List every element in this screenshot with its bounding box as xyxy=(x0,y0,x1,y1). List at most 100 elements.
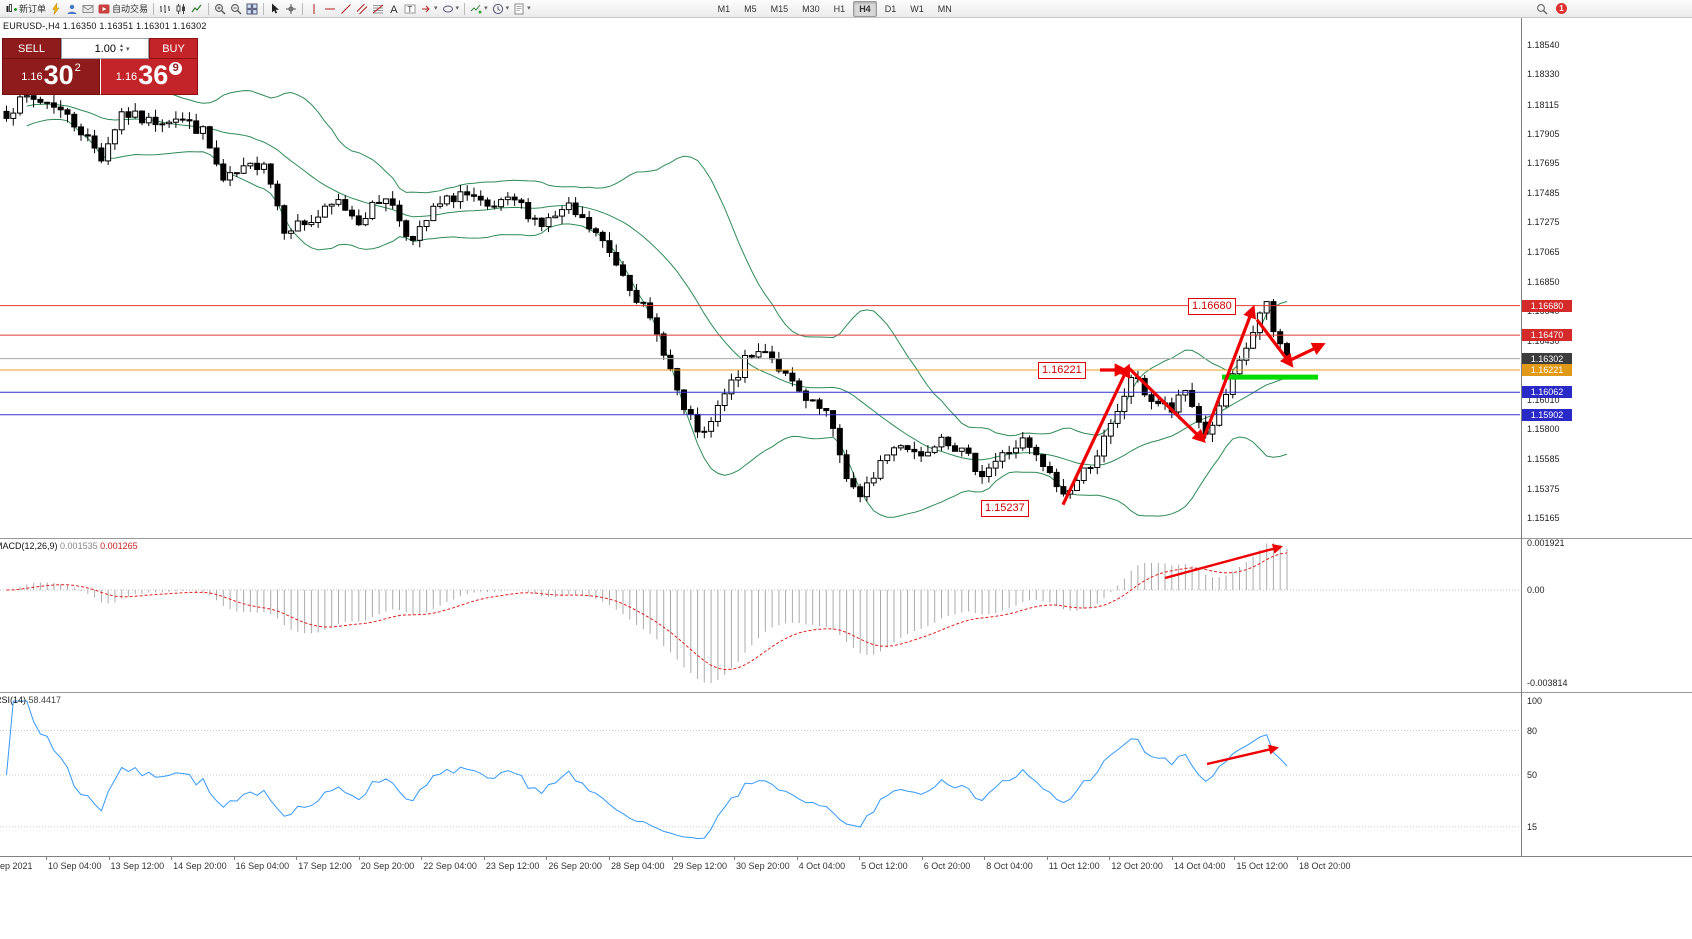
time-axis-tick xyxy=(671,857,673,860)
mailbox-button[interactable] xyxy=(80,1,96,16)
volume-spinner[interactable]: ▴ ▾ xyxy=(120,42,124,54)
rsi-scale-label: 80 xyxy=(1527,725,1538,736)
time-axis-tick xyxy=(46,857,47,860)
toolbar-separator xyxy=(153,2,155,15)
vertical-line-tool-button[interactable] xyxy=(306,1,322,16)
macd-scale-label: 0.00 xyxy=(1527,585,1545,595)
time-axis-label: 18 Oct 20:00 xyxy=(1299,861,1351,871)
chevron-down-icon: ▾ xyxy=(434,4,438,12)
zoom-out-button[interactable] xyxy=(228,1,244,16)
templates-button[interactable]: ▾ xyxy=(511,1,533,16)
time-axis-tick xyxy=(1234,857,1236,860)
line-chart-button[interactable] xyxy=(189,1,205,16)
candlestick-chart-button[interactable] xyxy=(173,1,189,16)
volume-dropdown-icon[interactable]: ▾ xyxy=(126,45,130,53)
sell-button[interactable]: SELL xyxy=(2,38,61,59)
price-scale-label: 1.15375 xyxy=(1527,483,1560,494)
price-scale[interactable]: 1.18540 1.18330 1.18115 1.17905 1.17695 1.174… xyxy=(1522,17,1692,858)
indicators-icon xyxy=(470,4,482,13)
fibonacci-tool-button[interactable] xyxy=(370,1,386,16)
trend-arrow[interactable] xyxy=(1061,363,1131,506)
timeframe-button-m5[interactable]: M5 xyxy=(744,3,757,14)
trend-arrow[interactable] xyxy=(1126,366,1206,444)
trendline-icon xyxy=(341,3,351,14)
chevron-down-icon: ▾ xyxy=(484,4,488,12)
volume-input[interactable] xyxy=(64,41,118,56)
price-scale-label: 1.17275 xyxy=(1527,217,1560,228)
time-axis[interactable]: ep 2021 10 Sep 04:00 13 Sep 12:00 14 Sep 20… xyxy=(0,857,1692,877)
time-axis-label: 14 Sep 20:00 xyxy=(173,861,227,871)
new-order-button[interactable]: 新订单 xyxy=(3,1,48,16)
text-tool-button[interactable]: A xyxy=(386,1,402,16)
zoom-in-button[interactable] xyxy=(212,1,228,16)
price-tag[interactable]: 1.15902 xyxy=(1522,408,1572,421)
price-tag[interactable]: 1.16470 xyxy=(1522,329,1572,342)
timeframe-button-h1[interactable]: H1 xyxy=(833,3,846,14)
macd-indicator-label: MACD(12,26,9) 0.001535 0.001265 xyxy=(0,541,138,551)
profile-button[interactable] xyxy=(64,1,80,16)
search-button[interactable] xyxy=(1534,1,1550,16)
time-axis-label: 10 Sep 04:00 xyxy=(48,861,102,871)
trend-arrow[interactable] xyxy=(1201,304,1256,441)
rsi-trend-arrow[interactable] xyxy=(1206,744,1279,766)
time-axis-label: 12 Oct 20:00 xyxy=(1111,861,1163,871)
macd-trend-arrow[interactable] xyxy=(1164,543,1283,580)
quick-trade-button[interactable] xyxy=(48,1,64,16)
channel-tool-button[interactable] xyxy=(354,1,370,16)
timeframe-button-m1[interactable]: M1 xyxy=(717,3,731,14)
indicators-button[interactable]: ▾ xyxy=(468,1,490,16)
price-tag[interactable]: 1.16302 xyxy=(1522,352,1572,365)
buy-price-display[interactable]: 1.16 36 9 xyxy=(100,59,198,95)
tile-windows-icon xyxy=(246,3,258,14)
time-axis-label: 8 Oct 04:00 xyxy=(986,861,1033,871)
price-scale-label: 1.16850 xyxy=(1527,276,1560,287)
time-axis-tick xyxy=(483,857,485,860)
toolbar-right-group: 1 xyxy=(1534,1,1567,16)
time-axis-tick xyxy=(984,857,986,860)
arrows-tool-button[interactable]: ▾ xyxy=(418,1,440,16)
shapes-tool-button[interactable]: ▾ xyxy=(440,1,462,16)
rsi-scale-label: 100 xyxy=(1527,696,1543,706)
price-tag[interactable]: 1.16221 xyxy=(1522,364,1572,376)
timeframe-button-m15[interactable]: M15 xyxy=(770,3,789,14)
sell-price-prefix: 1.16 xyxy=(21,71,43,83)
macd-main-value: 0.001535 xyxy=(60,541,98,551)
macd-scale-label: 0.001921 xyxy=(1527,538,1565,548)
timeframe-button-d1[interactable]: D1 xyxy=(884,3,897,14)
tile-windows-button[interactable] xyxy=(244,1,260,16)
label-icon: T xyxy=(404,4,416,14)
label-tool-button[interactable]: T xyxy=(402,1,418,16)
time-axis-label: ep 2021 xyxy=(0,861,33,871)
autotrading-button[interactable]: 自动交易 xyxy=(96,1,150,16)
timeframe-button-h4[interactable]: H4 xyxy=(853,0,877,17)
time-axis-label: 4 Oct 04:00 xyxy=(798,861,846,871)
bollinger-upper-band xyxy=(26,79,1288,437)
price-tag[interactable]: 1.16062 xyxy=(1522,386,1572,399)
cursor-icon xyxy=(272,3,280,13)
timeframe-button-w1[interactable]: W1 xyxy=(910,3,924,14)
autotrading-label: 自动交易 xyxy=(112,4,149,14)
bar-chart-button[interactable] xyxy=(157,1,173,16)
price-annotation[interactable]: 1.16221 xyxy=(1038,362,1086,379)
price-annotation[interactable]: 1.16680 xyxy=(1188,297,1236,315)
buy-price-big-digits: 36 xyxy=(138,60,169,90)
notification-badge[interactable]: 1 xyxy=(1556,3,1567,14)
horizontal-line-icon xyxy=(325,8,336,9)
trend-arrow[interactable] xyxy=(1286,342,1326,364)
toolbar-separator xyxy=(302,2,304,15)
price-tag[interactable]: 1.16680 xyxy=(1522,299,1572,312)
periods-button[interactable]: ▾ xyxy=(490,1,512,16)
horizontal-line-tool-button[interactable] xyxy=(322,1,338,16)
sell-price-display[interactable]: 1.16 30 2 xyxy=(2,59,100,95)
timeframe-button-mn[interactable]: MN xyxy=(937,3,952,14)
buy-button[interactable]: BUY xyxy=(149,38,198,59)
timeframe-button-m30[interactable]: M30 xyxy=(802,3,820,14)
cursor-tool-button[interactable] xyxy=(267,1,283,16)
trendline-tool-button[interactable] xyxy=(338,1,354,16)
price-annotation[interactable]: 1.15237 xyxy=(981,499,1029,517)
trend-arrow[interactable] xyxy=(1255,318,1294,368)
crosshair-tool-button[interactable] xyxy=(283,1,299,16)
volume-field[interactable]: ▴▾ ▾ xyxy=(61,38,149,59)
macd-histogram xyxy=(12,543,1288,683)
